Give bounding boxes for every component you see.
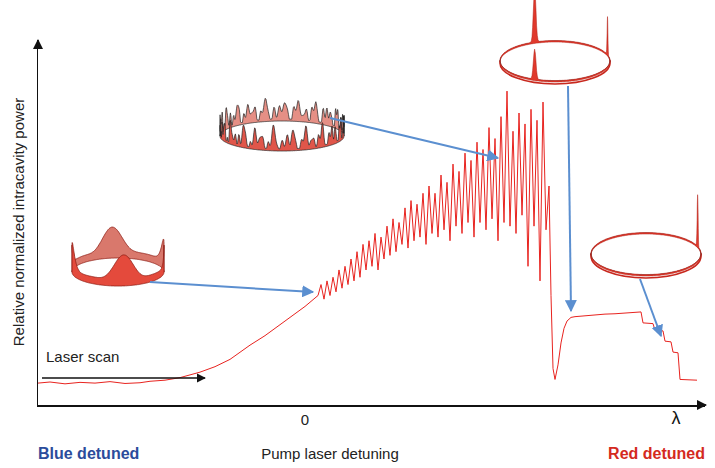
svg-text:Pump laser detuning: Pump laser detuning (261, 445, 399, 462)
svg-text:Laser scan: Laser scan (46, 348, 119, 365)
svg-text:Relative normalized intracavit: Relative normalized intracavity power (10, 98, 27, 346)
svg-text:Red detuned: Red detuned (608, 445, 705, 462)
svg-text:Blue detuned: Blue detuned (38, 445, 139, 462)
svg-text:λ: λ (672, 408, 681, 428)
svg-text:0: 0 (301, 411, 309, 428)
